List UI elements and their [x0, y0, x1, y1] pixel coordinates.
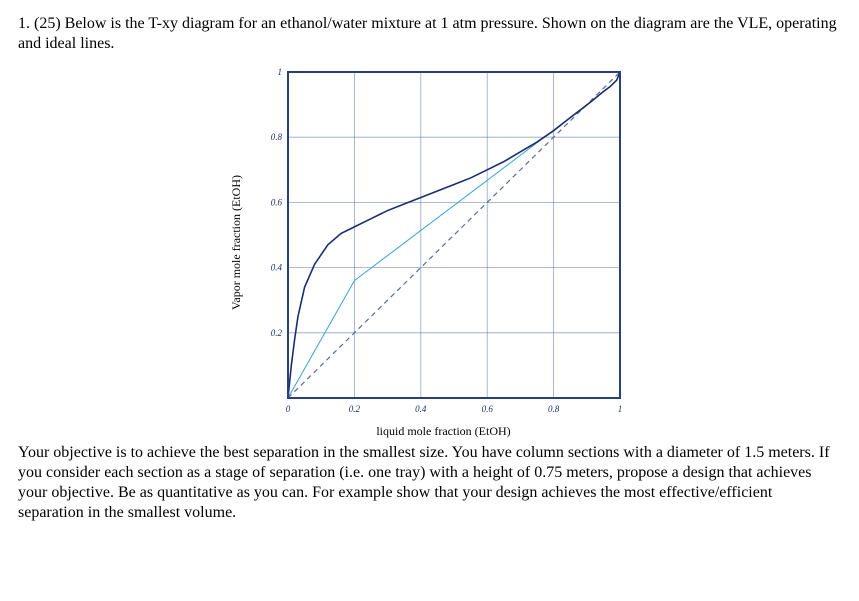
question-body: Your objective is to achieve the best se…	[18, 443, 841, 523]
chart-ylabel: Vapor mole fraction (EtOH)	[229, 175, 244, 310]
svg-text:1: 1	[278, 67, 283, 77]
xy-chart: 0 0.2 0.4 0.6 0.8 1 0.2 0.4 0.6 0.8 1	[250, 62, 630, 422]
svg-text:0.6: 0.6	[482, 404, 494, 414]
svg-text:0.8: 0.8	[271, 132, 283, 142]
svg-text:0.2: 0.2	[271, 328, 283, 338]
svg-text:0.4: 0.4	[415, 404, 427, 414]
chart-xlabel: liquid mole fraction (EtOH)	[376, 424, 510, 439]
chart-container: Vapor mole fraction (EtOH) 0 0.2 0.4 0.6 0.8…	[18, 62, 841, 439]
svg-text:0.8: 0.8	[548, 404, 560, 414]
svg-text:0.2: 0.2	[349, 404, 361, 414]
svg-text:0.6: 0.6	[271, 197, 283, 207]
svg-text:0: 0	[286, 404, 291, 414]
svg-text:0.4: 0.4	[271, 263, 283, 273]
question-intro: 1. (25) Below is the T-xy diagram for an…	[18, 14, 841, 54]
svg-text:1: 1	[618, 404, 623, 414]
